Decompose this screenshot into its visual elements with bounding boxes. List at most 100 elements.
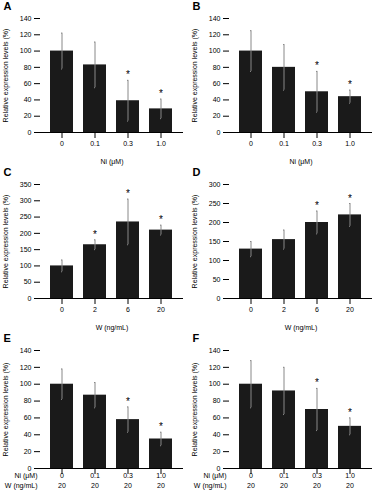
svg-text:0: 0 [249, 472, 253, 479]
svg-text:0: 0 [28, 295, 32, 302]
svg-text:6: 6 [315, 306, 319, 313]
svg-text:0.3: 0.3 [312, 140, 322, 147]
svg-text:1.0: 1.0 [345, 140, 355, 147]
svg-text:0: 0 [249, 140, 253, 147]
svg-text:2: 2 [93, 306, 97, 313]
svg-text:120: 120 [209, 31, 221, 38]
svg-text:100: 100 [209, 257, 221, 264]
svg-text:100: 100 [20, 47, 32, 54]
svg-text:60: 60 [24, 414, 32, 421]
svg-text:6: 6 [126, 306, 130, 313]
svg-text:0.1: 0.1 [90, 472, 100, 479]
svg-text:20: 20 [213, 112, 221, 119]
svg-text:D: D [193, 166, 201, 178]
svg-text:*: * [348, 193, 352, 204]
svg-text:20: 20 [157, 306, 165, 313]
svg-text:0.1: 0.1 [279, 140, 289, 147]
svg-text:20: 20 [313, 482, 321, 489]
svg-text:100: 100 [209, 380, 221, 387]
svg-text:*: * [159, 421, 163, 432]
svg-text:20: 20 [124, 482, 132, 489]
svg-text:W (ng/mL): W (ng/mL) [285, 324, 318, 332]
svg-text:0.3: 0.3 [312, 472, 322, 479]
svg-text:20: 20 [24, 112, 32, 119]
svg-text:20: 20 [280, 482, 288, 489]
svg-text:40: 40 [213, 431, 221, 438]
svg-text:B: B [193, 0, 201, 12]
svg-text:40: 40 [213, 96, 221, 103]
svg-text:A: A [4, 0, 12, 12]
svg-text:Relative expression levels (%): Relative expression levels (%) [2, 363, 10, 457]
svg-text:*: * [93, 229, 97, 240]
svg-text:*: * [126, 69, 130, 80]
svg-text:W (ng/mL): W (ng/mL) [96, 324, 129, 332]
svg-text:140: 140 [209, 347, 221, 354]
svg-text:1.0: 1.0 [156, 472, 166, 479]
svg-text:Relative expression levels (%): Relative expression levels (%) [191, 363, 199, 457]
svg-text:Relative expression levels (%): Relative expression levels (%) [191, 195, 199, 289]
svg-text:250: 250 [209, 200, 221, 207]
svg-text:120: 120 [20, 31, 32, 38]
svg-text:140: 140 [209, 15, 221, 22]
svg-text:0: 0 [60, 306, 64, 313]
svg-text:Relative expression levels (%): Relative expression levels (%) [191, 29, 199, 123]
svg-text:*: * [159, 214, 163, 225]
svg-text:0: 0 [217, 129, 221, 136]
svg-text:*: * [315, 60, 319, 71]
svg-text:Ni (μM): Ni (μM) [203, 472, 226, 480]
svg-text:*: * [126, 396, 130, 407]
svg-text:100: 100 [20, 262, 32, 269]
svg-text:150: 150 [20, 246, 32, 253]
svg-text:20: 20 [346, 482, 354, 489]
svg-text:0: 0 [249, 306, 253, 313]
svg-text:Ni (μM): Ni (μM) [14, 472, 37, 480]
svg-text:40: 40 [24, 96, 32, 103]
svg-text:*: * [126, 188, 130, 199]
svg-text:20: 20 [346, 306, 354, 313]
svg-text:0: 0 [217, 295, 221, 302]
svg-text:1.0: 1.0 [156, 140, 166, 147]
svg-text:1.0: 1.0 [345, 472, 355, 479]
svg-text:60: 60 [213, 414, 221, 421]
svg-text:0: 0 [217, 465, 221, 472]
svg-text:100: 100 [209, 47, 221, 54]
svg-text:100: 100 [20, 380, 32, 387]
svg-text:80: 80 [24, 64, 32, 71]
svg-text:20: 20 [213, 448, 221, 455]
svg-text:*: * [315, 377, 319, 388]
svg-text:C: C [4, 166, 12, 178]
svg-text:0.3: 0.3 [123, 140, 133, 147]
svg-text:0: 0 [60, 472, 64, 479]
svg-text:300: 300 [20, 197, 32, 204]
svg-text:20: 20 [58, 482, 66, 489]
svg-text:0: 0 [28, 465, 32, 472]
svg-text:350: 350 [20, 181, 32, 188]
svg-text:200: 200 [20, 230, 32, 237]
svg-text:200: 200 [209, 219, 221, 226]
svg-text:*: * [315, 200, 319, 211]
svg-text:*: * [348, 79, 352, 90]
svg-text:0.1: 0.1 [279, 472, 289, 479]
svg-text:Ni (μM): Ni (μM) [289, 158, 312, 166]
svg-text:50: 50 [213, 276, 221, 283]
svg-text:300: 300 [209, 181, 221, 188]
svg-text:W (ng/mL): W (ng/mL) [194, 482, 227, 490]
svg-text:60: 60 [213, 80, 221, 87]
svg-text:120: 120 [20, 364, 32, 371]
svg-text:140: 140 [20, 347, 32, 354]
svg-text:140: 140 [20, 15, 32, 22]
svg-text:0: 0 [28, 129, 32, 136]
svg-text:80: 80 [213, 64, 221, 71]
svg-text:Relative expression levels (%): Relative expression levels (%) [2, 29, 10, 123]
svg-text:250: 250 [20, 213, 32, 220]
svg-text:20: 20 [91, 482, 99, 489]
svg-text:40: 40 [24, 431, 32, 438]
svg-text:80: 80 [24, 397, 32, 404]
svg-text:0.1: 0.1 [90, 140, 100, 147]
svg-text:E: E [4, 332, 11, 344]
svg-text:0.3: 0.3 [123, 472, 133, 479]
svg-text:*: * [159, 88, 163, 99]
svg-text:*: * [348, 407, 352, 418]
svg-text:Ni (μM): Ni (μM) [100, 158, 123, 166]
svg-text:60: 60 [24, 80, 32, 87]
